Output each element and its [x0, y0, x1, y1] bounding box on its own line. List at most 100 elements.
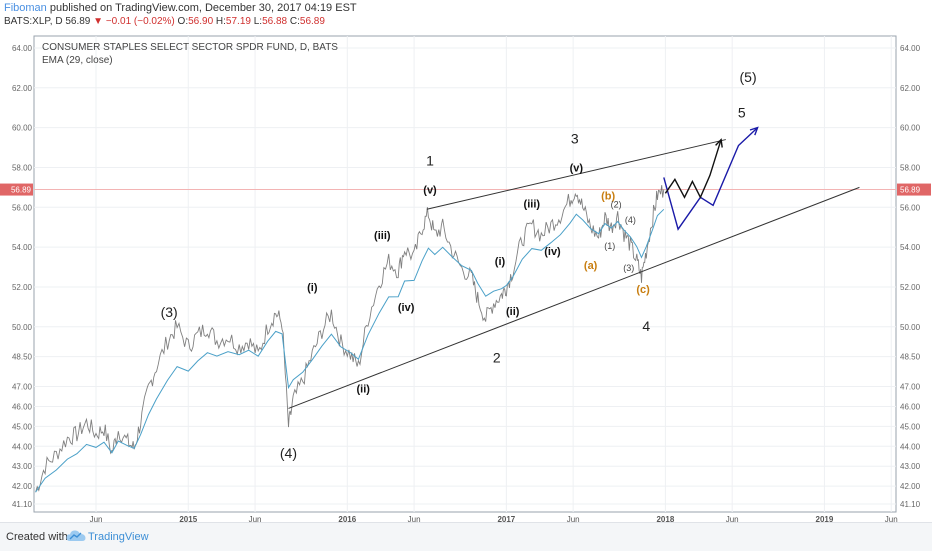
y-tick-label: 54.00 [900, 243, 921, 252]
y-tick-label: 56.00 [12, 203, 33, 212]
wave-label: (5) [740, 69, 757, 85]
high-value: 57.19 [225, 16, 251, 27]
y-tick-label: 42.00 [12, 482, 33, 491]
last-price-badge-text: 56.89 [900, 186, 921, 195]
publish-header: Fiboman published on TradingView.com, De… [4, 2, 357, 14]
y-tick-label: 50.00 [12, 323, 33, 332]
projection-arrowhead [715, 138, 723, 148]
wave-label: 2 [493, 350, 501, 366]
published-text: published on TradingView.com, December 3… [49, 2, 357, 14]
x-tick-label: Jun [567, 515, 580, 522]
y-tick-label: 41.10 [12, 500, 33, 509]
wave-annotations: (3) (4) (i) (ii) (iii) (iv) 1 (v) 2 (i) (ii) (iii) (… [161, 69, 757, 461]
wave-label: (4) [625, 215, 636, 225]
wave-label: 3 [571, 131, 579, 147]
projection-path [663, 127, 759, 231]
y-tick-label: 48.50 [12, 353, 33, 362]
last-price-badge-right [897, 183, 931, 196]
wave-label: 4 [642, 318, 650, 334]
y-tick-label: 41.10 [900, 500, 921, 509]
y-tick-label: 58.00 [900, 163, 921, 172]
y-tick-label: 52.00 [12, 283, 33, 292]
wave-label: (1) [604, 241, 615, 251]
y-tick-label: 50.00 [900, 323, 921, 332]
x-tick-label: Jun [90, 515, 103, 522]
x-tick-label: 2018 [656, 515, 674, 522]
last-price-badge-text: 56.89 [11, 186, 32, 195]
x-tick-label: Jun [408, 515, 421, 522]
wave-label: (b) [601, 190, 615, 202]
y-tick-label: 44.00 [12, 442, 33, 451]
wave-label: (i) [307, 282, 318, 294]
x-tick-label: 2017 [497, 515, 515, 522]
right-price-axis: 41.10 42.00 43.00 44.00 45.00 46.00 47.00 48.50… [900, 44, 921, 509]
trendline [288, 186, 860, 409]
trendlines [288, 139, 860, 409]
y-tick-label: 64.00 [12, 44, 33, 53]
wave-label: (iii) [524, 198, 541, 210]
time-axis: Jun 2015 Jun 2016 Jun 2017 Jun 2018 Jun 2019 Jun [90, 515, 898, 522]
y-tick-label: 43.00 [900, 462, 921, 471]
wave-label: (iv) [544, 246, 561, 258]
left-price-axis: 41.10 42.00 43.00 44.00 45.00 46.00 47.00 48.50… [12, 44, 33, 509]
wave-label: 5 [738, 105, 746, 121]
y-tick-label: 42.00 [900, 482, 921, 491]
y-tick-label: 46.00 [12, 402, 33, 411]
y-tick-label: 58.00 [12, 163, 33, 172]
ema-line [35, 208, 665, 493]
wave-label: (v) [423, 184, 437, 196]
wave-label: 1 [426, 152, 434, 168]
open-label: O: [177, 16, 189, 27]
x-tick-label: Jun [726, 515, 739, 522]
wave-label: (2) [611, 199, 622, 209]
y-tick-label: 45.00 [12, 422, 33, 431]
wave-label: (ii) [506, 306, 520, 318]
wave-label: (iii) [374, 230, 391, 242]
x-tick-label: Jun [249, 515, 262, 522]
indicator-label: EMA (29, close) [42, 55, 113, 66]
y-tick-label: 47.00 [12, 383, 33, 392]
tradingview-brand-link[interactable]: TradingView [88, 531, 149, 543]
projection-paths [663, 126, 759, 231]
symbol-label: BATS:XLP, D [4, 16, 63, 27]
ohlc-header: BATS:XLP, D 56.89 ▼ −0.01 (−0.02%) O:56.… [4, 16, 325, 27]
last-price-badges: 56.89 56.89 [0, 183, 931, 196]
wave-label: (3) [161, 304, 178, 320]
chart-title: CONSUMER STAPLES SELECT SECTOR SPDR FUND… [42, 42, 338, 53]
y-tick-label: 60.00 [900, 124, 921, 133]
last-price: 56.89 [65, 16, 91, 27]
author-link[interactable]: Fiboman [4, 2, 47, 14]
price-chart[interactable]: 41.10 42.00 43.00 44.00 45.00 46.00 47.00 48.50… [0, 0, 932, 522]
y-tick-label: 48.50 [900, 353, 921, 362]
y-tick-label: 47.00 [900, 383, 921, 392]
y-tick-label: 52.00 [900, 283, 921, 292]
price-change: −0.01 (−0.02%) [105, 16, 175, 27]
open-value: 56.90 [188, 16, 214, 27]
y-tick-label: 62.00 [12, 84, 33, 93]
x-tick-label: Jun [885, 515, 898, 522]
low-value: 56.88 [262, 16, 288, 27]
wave-label: (iv) [398, 302, 415, 314]
trendline [426, 139, 726, 210]
projection-arrowhead [749, 126, 759, 136]
close-label: C: [289, 16, 300, 27]
wave-label: (i) [495, 256, 506, 268]
wave-label: (3) [623, 263, 634, 273]
created-with-label: Created with [6, 531, 68, 543]
y-tick-label: 64.00 [900, 44, 921, 53]
y-tick-label: 45.00 [900, 422, 921, 431]
y-tick-label: 60.00 [12, 124, 33, 133]
wave-label: (4) [280, 445, 297, 461]
grid-lines [34, 36, 896, 512]
x-tick-label: 2016 [338, 515, 356, 522]
footer-bar: Created with TradingView [0, 522, 932, 551]
high-label: H: [215, 16, 226, 27]
down-arrow-icon: ▼ [93, 16, 104, 27]
x-tick-label: 2019 [816, 515, 834, 522]
x-tick-label: 2015 [179, 515, 197, 522]
plot-frame [33, 35, 897, 513]
last-price-badge-left [0, 183, 33, 196]
wave-label: (ii) [356, 384, 370, 396]
close-value: 56.89 [299, 16, 325, 27]
y-tick-label: 62.00 [900, 84, 921, 93]
